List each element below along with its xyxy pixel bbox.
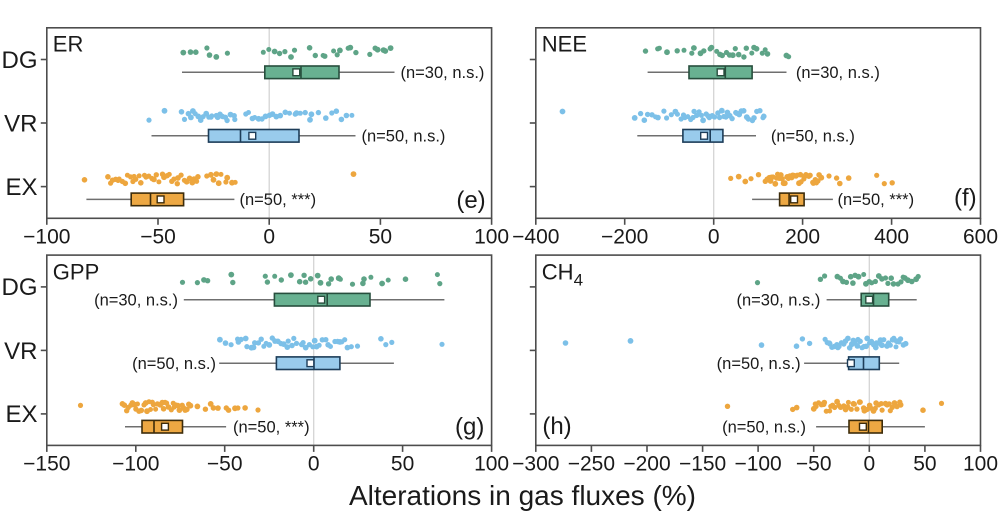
svg-text:0: 0 (308, 452, 320, 475)
svg-text:50: 50 (391, 452, 414, 475)
svg-text:−150: −150 (23, 452, 70, 475)
svg-text:ER: ER (53, 32, 84, 57)
svg-text:600: 600 (963, 225, 998, 248)
svg-text:DG: DG (2, 47, 38, 74)
svg-text:50: 50 (913, 452, 936, 475)
svg-text:(e): (e) (456, 187, 485, 214)
svg-text:−50: −50 (207, 452, 243, 475)
svg-text:0: 0 (863, 452, 875, 475)
svg-text:−200: −200 (601, 225, 648, 248)
svg-text:(n=30, n.s.): (n=30, n.s.) (94, 291, 178, 309)
svg-text:−400: −400 (512, 225, 559, 248)
svg-text:−250: −250 (568, 452, 615, 475)
svg-text:(h): (h) (542, 413, 571, 440)
svg-text:(n=50, n.s.): (n=50, n.s.) (132, 355, 216, 373)
svg-text:−300: −300 (512, 452, 559, 475)
svg-text:(n=30, n.s.): (n=30, n.s.) (401, 64, 485, 82)
svg-text:GPP: GPP (53, 260, 99, 285)
svg-text:(n=50, n.s.): (n=50, n.s.) (771, 128, 855, 146)
svg-text:Alterations in gas fluxes (%): Alterations in gas fluxes (%) (349, 480, 696, 511)
svg-text:(n=30, n.s.): (n=30, n.s.) (736, 291, 820, 309)
svg-text:−50: −50 (796, 452, 832, 475)
svg-text:400: 400 (874, 225, 909, 248)
svg-text:(n=50, n.s.): (n=50, n.s.) (717, 355, 801, 373)
svg-text:(n=50, ***): (n=50, ***) (233, 418, 310, 436)
svg-text:0: 0 (708, 225, 720, 248)
svg-text:−200: −200 (623, 452, 670, 475)
svg-text:(f): (f) (954, 185, 977, 212)
svg-text:50: 50 (369, 225, 392, 248)
svg-text:200: 200 (785, 225, 820, 248)
svg-text:−50: −50 (140, 225, 176, 248)
svg-text:(g): (g) (455, 414, 484, 441)
svg-text:(n=50, n.s.): (n=50, n.s.) (362, 128, 446, 146)
svg-text:(n=50, ***): (n=50, ***) (240, 191, 317, 209)
svg-text:−100: −100 (23, 225, 70, 248)
svg-text:100: 100 (474, 452, 509, 475)
svg-text:(n=50, ***): (n=50, ***) (838, 191, 915, 209)
svg-text:100: 100 (474, 225, 509, 248)
svg-text:(n=50, n.s.): (n=50, n.s.) (722, 418, 806, 436)
svg-text:NEE: NEE (542, 32, 587, 57)
svg-text:VR: VR (4, 338, 37, 365)
svg-text:−100: −100 (112, 452, 159, 475)
svg-text:100: 100 (963, 452, 998, 475)
svg-text:VR: VR (4, 110, 37, 137)
svg-text:0: 0 (263, 225, 275, 248)
svg-text:DG: DG (2, 274, 38, 301)
svg-text:−150: −150 (679, 452, 726, 475)
svg-text:−100: −100 (734, 452, 781, 475)
svg-text:EX: EX (5, 401, 37, 428)
svg-text:(n=30, n.s.): (n=30, n.s.) (796, 64, 880, 82)
svg-text:EX: EX (5, 174, 37, 201)
